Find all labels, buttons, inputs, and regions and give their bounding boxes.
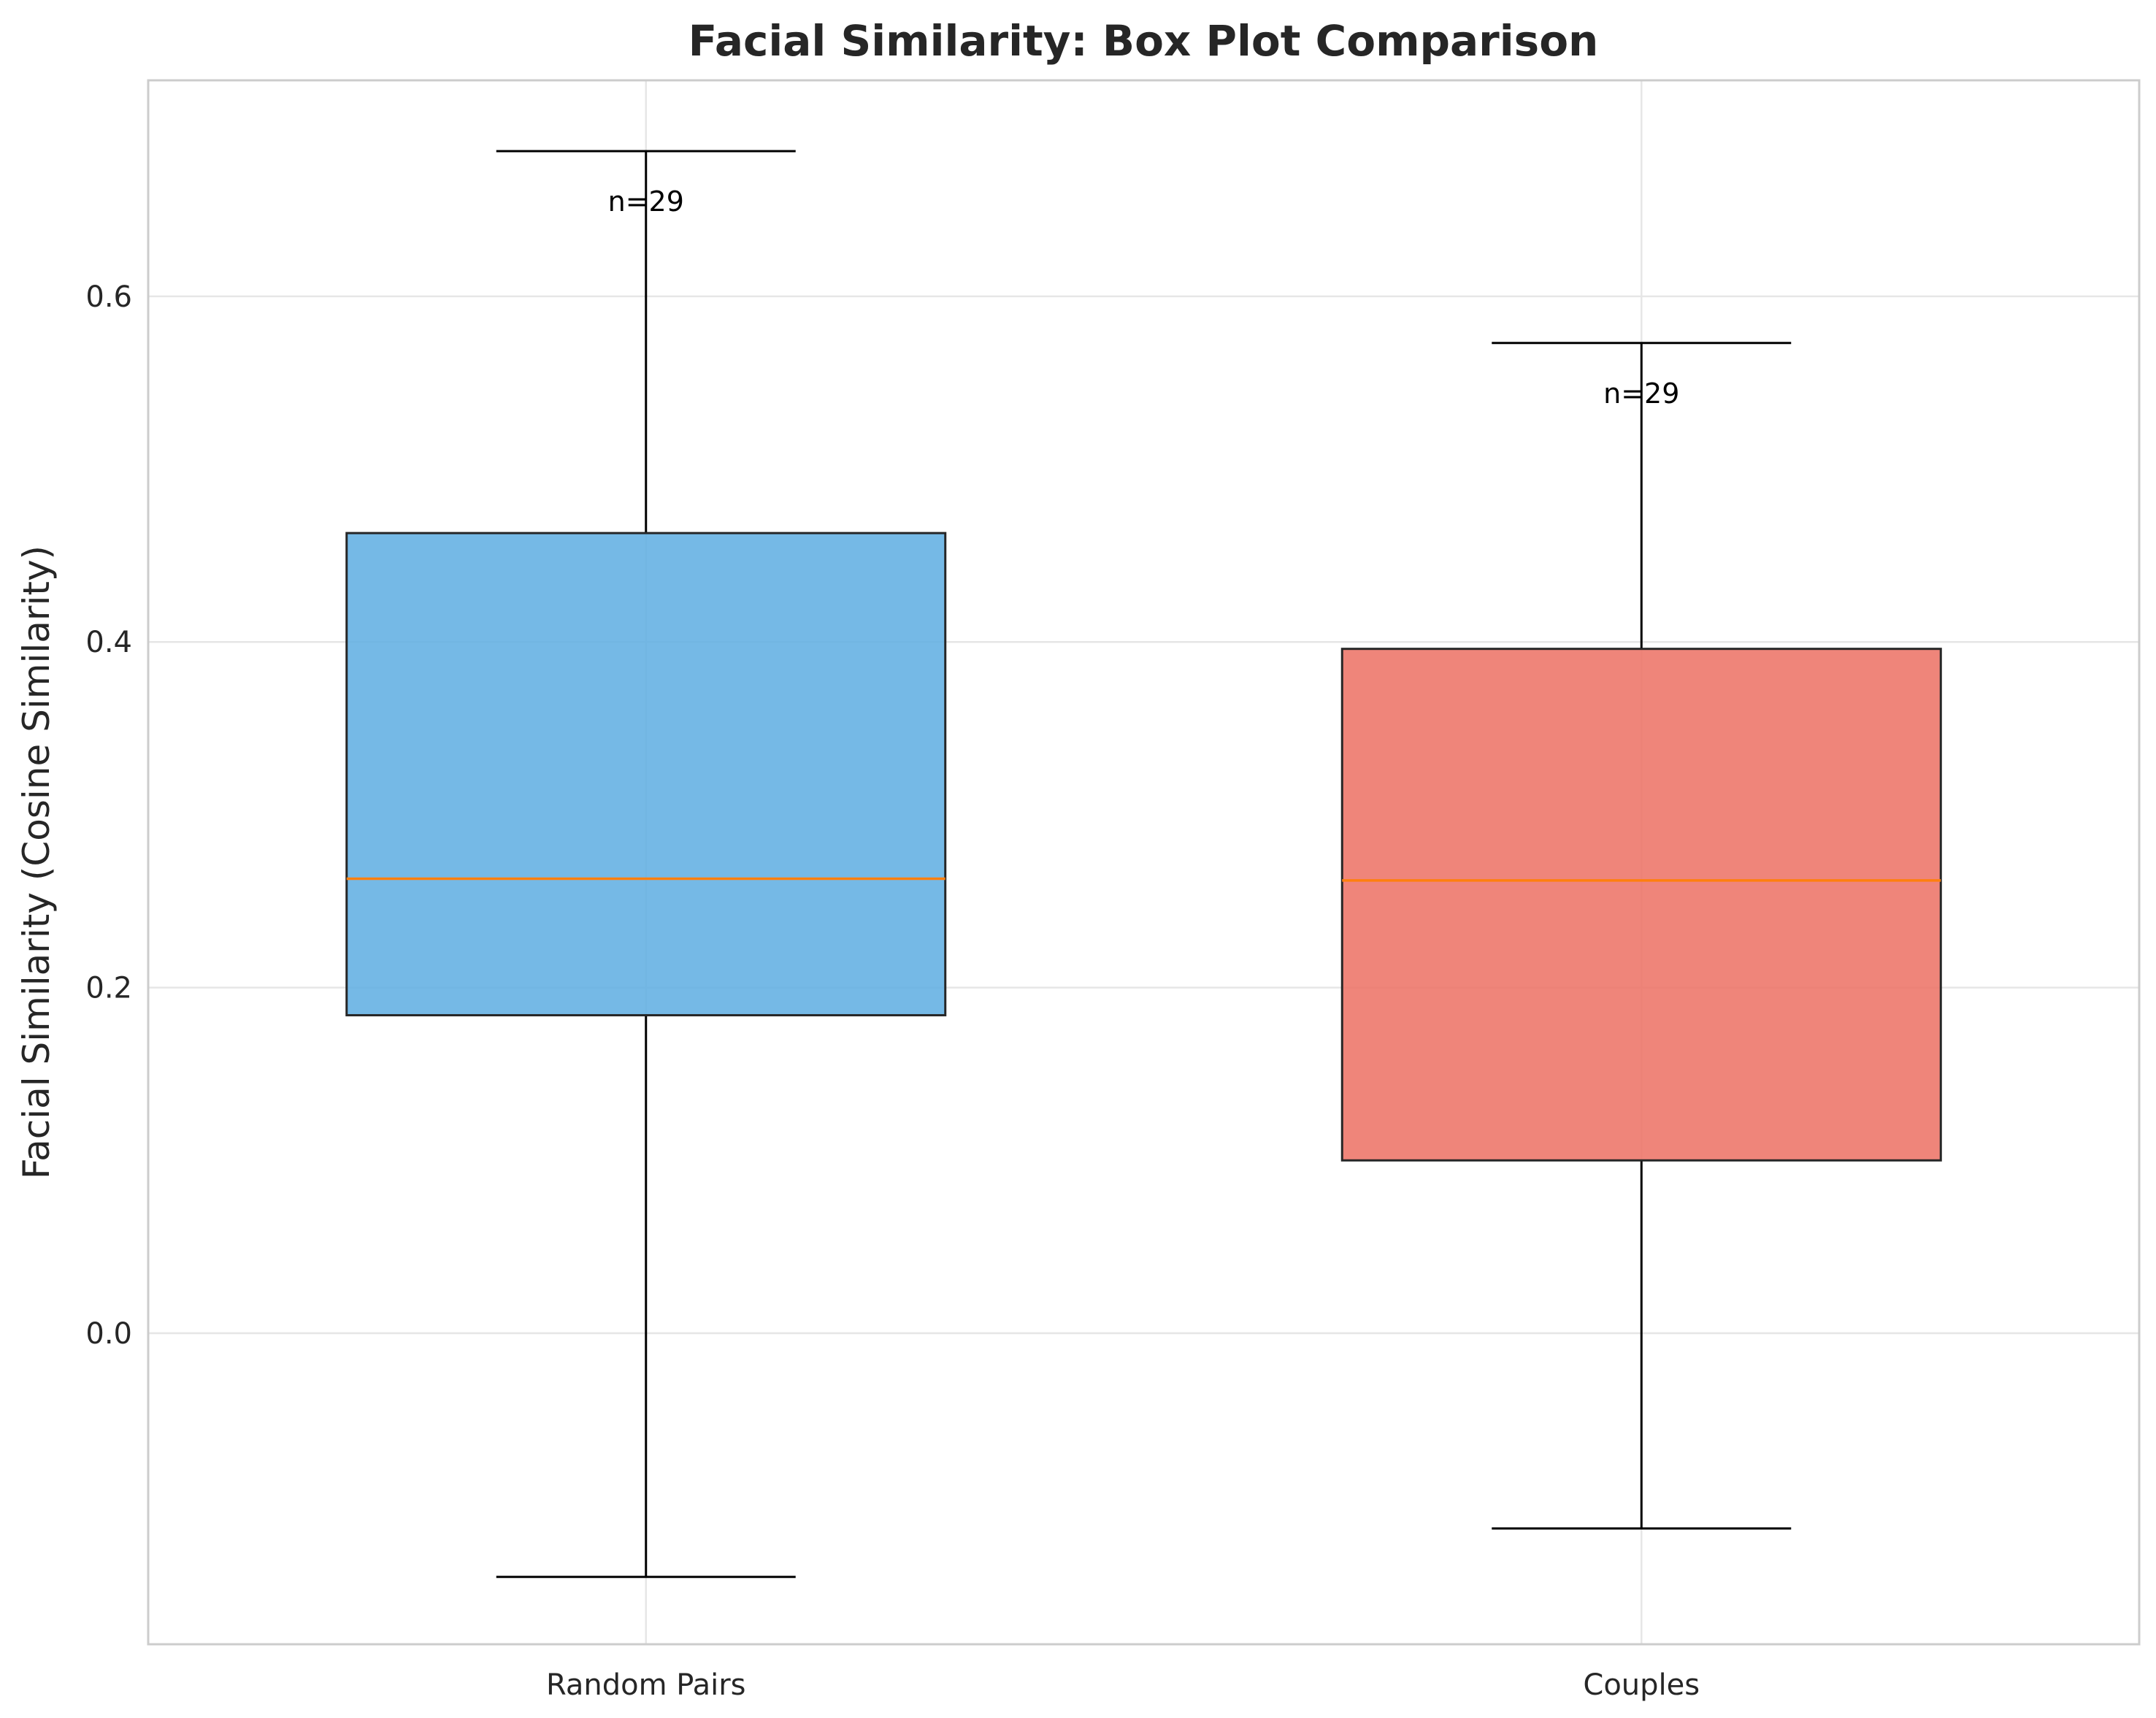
y-tick-label: 0.4 [85,626,132,659]
x-tick-label: Couples [1583,1668,1700,1702]
box-group: n=29 n=29 [345,150,1942,1579]
x-axis-ticks: Random Pairs Couples [546,1668,1700,1702]
box-couples: n=29 [1340,342,1942,1530]
y-tick-label: 0.2 [85,972,132,1005]
plot-frame [147,79,2141,1646]
iqr-box [345,532,947,1016]
chart-title: Facial Similarity: Box Plot Comparison [688,16,1599,66]
y-axis-ticks: 0.0 0.2 0.4 0.6 [85,280,132,1351]
sample-size-label: n=29 [608,185,684,218]
sample-size-label: n=29 [1603,377,1679,410]
y-tick-label: 0.0 [85,1317,132,1351]
box-random-pairs: n=29 [345,150,947,1579]
x-tick-label: Random Pairs [546,1668,746,1702]
y-tick-label: 0.6 [85,280,132,314]
iqr-box [1340,648,1942,1162]
y-axis-label: Facial Similarity (Cosine Similarity) [15,545,58,1179]
